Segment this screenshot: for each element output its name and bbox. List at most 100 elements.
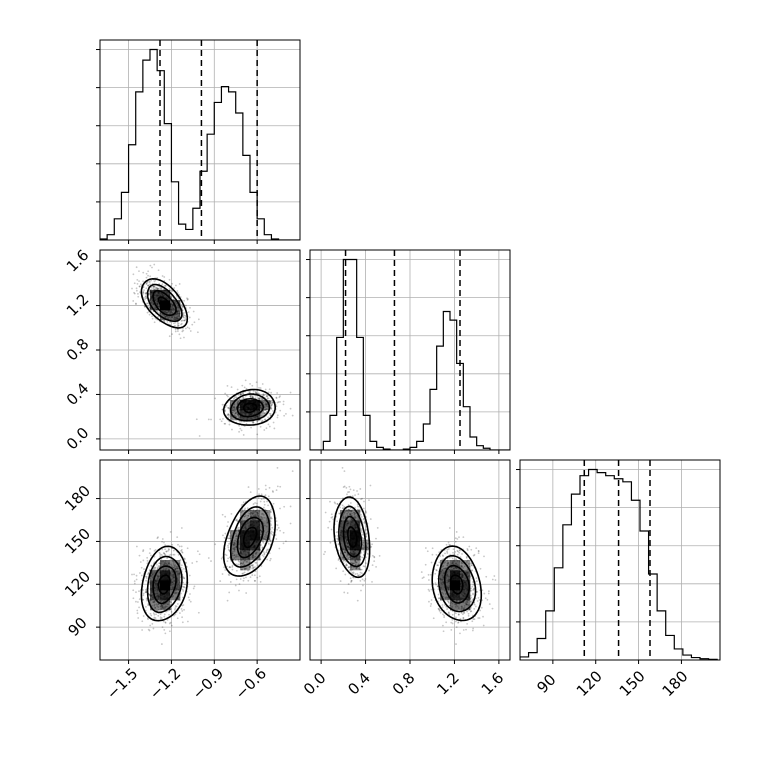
sample-point: [160, 297, 162, 300]
sample-point: [252, 554, 254, 557]
sample-point: [157, 291, 160, 294]
sample-point: [466, 573, 469, 576]
sample-point: [351, 495, 354, 498]
sample-point: [158, 562, 161, 565]
sample-point: [360, 513, 363, 516]
sample-point: [263, 412, 266, 414]
sample-point: [152, 289, 155, 291]
sample-point: [156, 574, 159, 577]
sample-point: [469, 575, 472, 578]
sample-point: [239, 521, 242, 524]
sample-point: [458, 573, 461, 576]
sample-point: [178, 581, 181, 584]
sample-point: [259, 415, 262, 418]
sample-point: [249, 565, 252, 568]
sample-point: [343, 470, 346, 473]
sample-point: [466, 603, 468, 606]
sample-point: [145, 575, 148, 578]
sample-point: [242, 392, 244, 394]
sample-point: [366, 552, 369, 555]
sample-point: [139, 561, 142, 563]
sample-point: [452, 594, 455, 596]
sample-point: [154, 294, 157, 297]
sample-point: [349, 535, 352, 537]
sample-point: [150, 291, 153, 294]
density-cell: [150, 590, 161, 601]
sample-point: [174, 613, 177, 616]
sample-point: [235, 554, 238, 556]
sample-point: [256, 564, 259, 567]
sample-point: [166, 578, 169, 581]
sample-point: [155, 603, 158, 606]
sample-point: [445, 596, 448, 599]
sample-point: [262, 513, 265, 516]
sample-point: [240, 562, 243, 565]
sample-point: [485, 575, 488, 578]
sample-point: [471, 620, 474, 623]
sample-point: [351, 547, 354, 550]
sample-point: [479, 567, 482, 570]
sample-point: [371, 580, 373, 583]
sample-point: [261, 400, 264, 403]
hist-grid: [310, 250, 510, 450]
sample-point: [157, 315, 160, 318]
sample-point: [283, 505, 286, 508]
sample-point: [176, 567, 179, 570]
sample-point: [252, 407, 255, 410]
sample-point: [169, 558, 172, 561]
sample-point: [160, 560, 163, 563]
sample-point: [239, 535, 242, 538]
sample-point: [165, 577, 168, 579]
sample-point: [363, 565, 366, 568]
sample-point: [177, 588, 179, 591]
sample-point: [256, 527, 259, 530]
sample-point: [233, 554, 236, 557]
sample-point: [168, 622, 171, 625]
sample-point: [345, 563, 348, 566]
sample-point: [255, 562, 258, 564]
sample-point: [170, 316, 173, 319]
sample-point: [164, 301, 167, 303]
sample-point: [243, 411, 245, 414]
sample-point: [363, 518, 365, 520]
sample-point: [267, 391, 270, 394]
sample-point: [363, 579, 366, 582]
sample-point: [159, 553, 162, 556]
sample-point: [260, 493, 263, 496]
sample-point: [244, 553, 246, 555]
sample-point: [468, 597, 470, 600]
sample-point: [365, 535, 368, 538]
sample-point: [348, 485, 351, 488]
sample-point: [327, 526, 330, 529]
sample-point: [145, 598, 148, 600]
sample-point: [147, 618, 149, 621]
sample-point: [347, 491, 349, 494]
sample-point: [233, 541, 236, 544]
sample-point: [351, 532, 354, 535]
sample-point: [446, 575, 448, 578]
sample-point: [167, 294, 170, 296]
sample-point: [249, 556, 251, 559]
sample-point: [251, 413, 254, 416]
sample-point: [242, 548, 245, 551]
sample-point: [263, 553, 266, 556]
sample-point: [357, 518, 360, 521]
sample-point: [161, 548, 164, 551]
sample-point: [164, 311, 167, 313]
sample-point: [251, 408, 253, 411]
sample-point: [261, 554, 264, 557]
density-cell: [260, 520, 271, 531]
sample-point: [241, 544, 243, 547]
sample-point: [432, 617, 435, 620]
sample-point: [340, 520, 343, 523]
sample-point: [435, 583, 437, 586]
sample-point: [349, 539, 352, 542]
sample-point: [152, 601, 155, 603]
sample-point: [172, 561, 175, 564]
sample-point: [491, 607, 494, 610]
sample-point: [156, 302, 159, 305]
sample-point: [466, 601, 469, 604]
y-tick-label: 1.2: [63, 290, 93, 320]
sample-point: [237, 530, 240, 533]
sample-point: [351, 508, 354, 511]
